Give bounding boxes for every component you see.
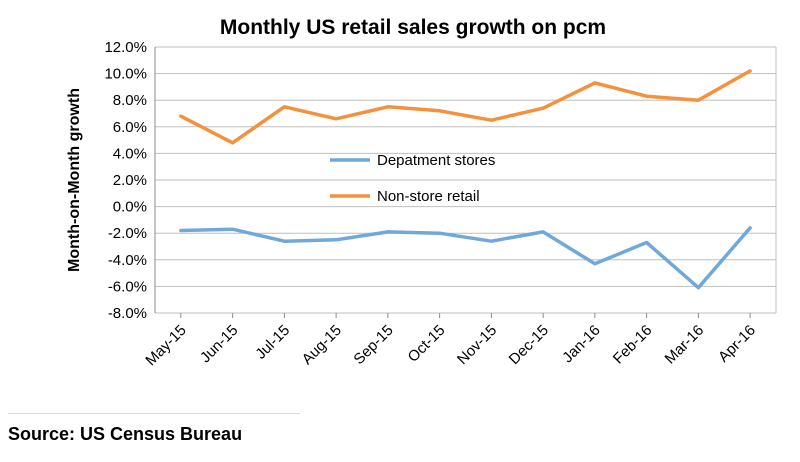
x-tick-label: Jan-16 — [559, 322, 603, 366]
source-note: Source: US Census Bureau — [8, 424, 243, 444]
chart-title: Monthly US retail sales growth on pcm — [220, 16, 606, 39]
series-line — [179, 226, 752, 290]
y-tick-labels: -8.0% -6.0% -4.0% -2.0% 0.0% 2.0% 4.0% 6.0% 8.0%… — [104, 39, 147, 322]
y-tick-label: 8.0% — [113, 92, 147, 109]
x-tick-label: Apr-16 — [715, 322, 759, 366]
x-tick-label: Nov-15 — [454, 322, 500, 368]
y-tick-label: -6.0% — [108, 278, 147, 295]
legend-label: Non-store retail — [377, 188, 480, 205]
y-axis-label: Month-on-Month growth — [66, 88, 83, 272]
x-tick-label: Feb-16 — [610, 322, 656, 368]
y-tick-label: 2.0% — [113, 172, 147, 189]
x-tick-label: Mar-16 — [662, 322, 708, 368]
x-tick-label: Oct-15 — [405, 322, 449, 366]
y-tick-label: 12.0% — [104, 39, 147, 56]
x-tick-label: Aug-15 — [299, 322, 345, 368]
x-tick-label: Jul-15 — [252, 322, 293, 363]
y-tick-label: 10.0% — [104, 66, 147, 83]
y-tick-label: -8.0% — [108, 305, 147, 322]
y-tick-label: 6.0% — [113, 119, 147, 136]
y-tick-label: -4.0% — [108, 252, 147, 269]
series-lines — [179, 69, 752, 290]
source-divider — [8, 413, 300, 414]
x-tick-label: Jun-15 — [197, 322, 241, 366]
x-tick-labels: May-15 Jun-15 Jul-15 Aug-15 Sep-15 Oct-15 Nov-… — [142, 313, 759, 369]
y-tick-label: 0.0% — [113, 199, 147, 216]
legend-label: Depatment stores — [377, 152, 495, 169]
y-tick-label: 4.0% — [113, 145, 147, 162]
y-tick-label: -2.0% — [108, 225, 147, 242]
series-line — [179, 69, 752, 145]
x-tick-label: Dec-15 — [506, 322, 552, 368]
legend: Depatment stores Non-store retail — [330, 152, 495, 205]
x-tick-label: Sep-15 — [350, 322, 396, 368]
gridlines — [154, 46, 777, 314]
x-tick-label: May-15 — [142, 322, 189, 369]
